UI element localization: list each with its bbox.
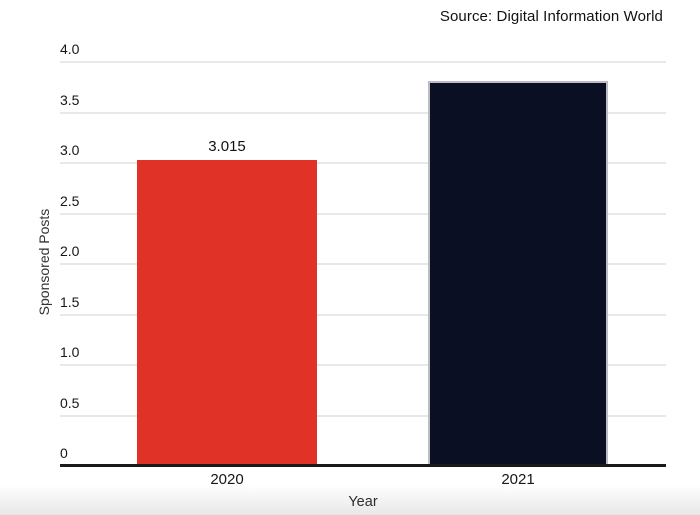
y-tick-label: 3.5	[60, 92, 80, 108]
bar-2021	[428, 81, 608, 465]
x-axis-line	[60, 464, 666, 467]
y-gridline	[60, 162, 666, 164]
x-tick-label: 2020	[210, 471, 244, 488]
y-tick-label: 2.5	[60, 193, 80, 209]
y-tick-label: 1.5	[60, 294, 80, 310]
chart-source-label: Source: Digital Information World	[439, 8, 663, 25]
y-tick-label: 4.0	[60, 41, 80, 57]
y-tick-label: 3.0	[60, 142, 80, 158]
y-tick-label: 0.5	[60, 395, 80, 411]
y-tick-label: 0	[60, 445, 68, 461]
bar-2020	[137, 160, 317, 465]
bottom-fade-strip	[0, 485, 700, 515]
y-gridline	[60, 213, 666, 215]
y-gridline	[60, 314, 666, 316]
x-axis-title: Year	[348, 494, 378, 510]
y-gridline	[60, 61, 666, 63]
y-gridline	[60, 364, 666, 366]
y-gridline	[60, 112, 666, 114]
y-tick-label: 1.0	[60, 344, 80, 360]
x-tick-label: 2021	[501, 471, 535, 488]
bar-value-label: 3.015	[208, 138, 246, 155]
y-gridline	[60, 415, 666, 417]
y-axis-title: Sponsored Posts	[36, 208, 52, 316]
y-tick-label: 2.0	[60, 243, 80, 259]
y-gridline	[60, 263, 666, 265]
